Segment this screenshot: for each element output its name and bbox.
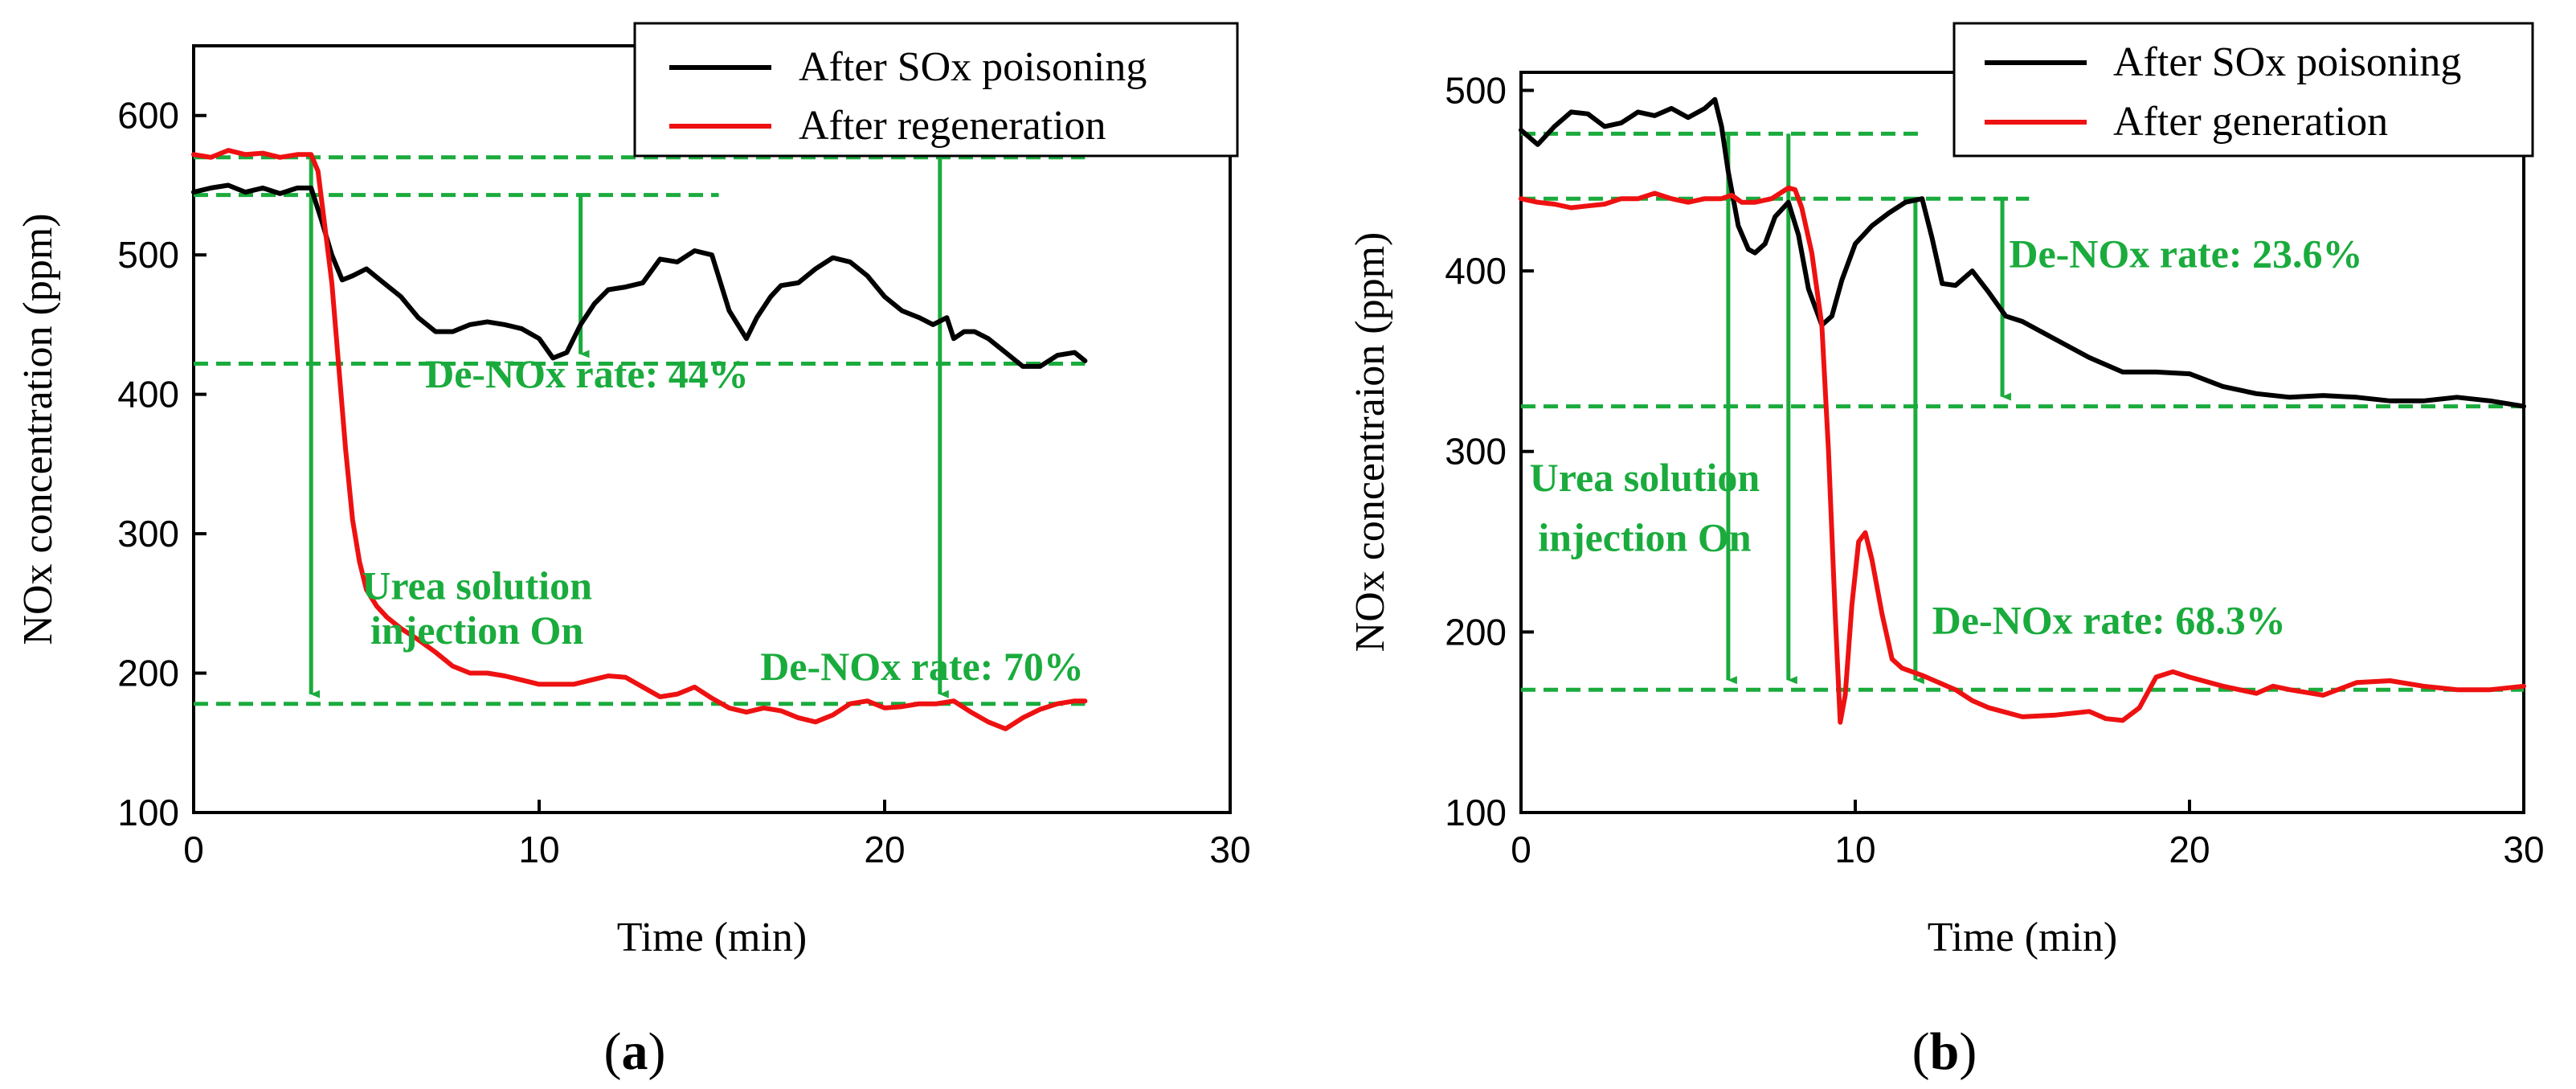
panel-label-a: (a) xyxy=(604,1022,666,1081)
annotation-a-0: De-NOx rate: 44% xyxy=(425,351,749,396)
x-tick-label-b-2: 20 xyxy=(2169,829,2210,870)
y-tick-label-a-4: 500 xyxy=(117,234,179,276)
legend-b-box xyxy=(1952,22,2534,158)
y-tick-label-a-5: 600 xyxy=(117,95,179,137)
legend-b: After SOx poisoning After generation xyxy=(1952,22,2534,158)
panel-b: 0 10 20 30 100 200 300 400 500 De-NOx rate: 23.6… xyxy=(1347,22,2545,1081)
y-tick-label-b-3: 400 xyxy=(1445,250,1507,292)
ticks-a: 0 10 20 30 100 200 300 400 500 600 xyxy=(117,95,1250,870)
panel-label-b-close: ) xyxy=(1959,1022,1977,1081)
legend-a-label-sox: After SOx poisoning xyxy=(799,44,1147,90)
y-tick-label-b-2: 300 xyxy=(1445,431,1507,473)
x-tick-label-a-2: 20 xyxy=(864,829,905,870)
plot-b-border xyxy=(1519,71,2525,814)
y-tick-label-a-1: 200 xyxy=(117,653,179,694)
ticks-b: 0 10 20 30 100 200 300 400 500 xyxy=(1445,69,2544,870)
legend-a-box xyxy=(633,22,1239,158)
y-tick-label-a-2: 300 xyxy=(117,513,179,555)
legend-a: After SOx poisoning After regeneration xyxy=(633,22,1239,158)
x-tick-label-a-3: 30 xyxy=(1209,829,1250,870)
y-tick-label-b-1: 200 xyxy=(1445,611,1507,653)
x-tick-label-b-3: 30 xyxy=(2503,829,2544,870)
panel-label-a-close: ) xyxy=(648,1022,666,1081)
annotations-b: De-NOx rate: 23.6% Urea solution injection… xyxy=(1530,231,2363,643)
annotation-b-0: De-NOx rate: 23.6% xyxy=(2009,231,2362,276)
panel-label-b-letter: b xyxy=(1930,1022,1960,1081)
x-axis-title-b: Time (min) xyxy=(1928,915,2117,960)
x-tick-label-b-0: 0 xyxy=(1511,829,1531,870)
annotation-a-3: De-NOx rate: 70% xyxy=(760,644,1084,689)
annotation-b-1: Urea solution xyxy=(1530,455,1760,500)
panel-label-a-open: ( xyxy=(604,1022,622,1081)
annotation-b-2: injection On xyxy=(1538,514,1751,559)
panel-a: 0 10 20 30 100 200 300 400 500 600 De-NOx rate: 4… xyxy=(15,22,1251,1081)
panel-label-a-letter: a xyxy=(622,1022,648,1081)
y-axis-title-a: NOx concentration (ppm) xyxy=(15,213,61,645)
series-b xyxy=(1519,96,2526,725)
x-tick-label-a-0: 0 xyxy=(183,829,204,870)
legend-a-label-regen: After regeneration xyxy=(799,103,1106,149)
panel-label-b-open: ( xyxy=(1912,1022,1930,1081)
series-a xyxy=(191,148,1088,731)
series-line-a-0 xyxy=(191,182,1088,369)
y-tick-label-b-4: 500 xyxy=(1445,69,1507,111)
x-tick-label-b-1: 10 xyxy=(1834,829,1875,870)
series-line-a-1 xyxy=(191,148,1088,731)
legend-b-label-gen: After generation xyxy=(2113,99,2388,145)
panel-label-b: (b) xyxy=(1912,1022,1977,1081)
plot-b-frame xyxy=(1519,71,2525,814)
annotation-b-3: De-NOx rate: 68.3% xyxy=(1932,598,2286,643)
x-axis-title-a: Time (min) xyxy=(617,915,807,960)
y-tick-label-a-0: 100 xyxy=(117,792,179,833)
y-axis-title-b: NOx concentraion (ppm) xyxy=(1347,232,1393,653)
x-tick-label-a-1: 10 xyxy=(518,829,559,870)
legend-b-label-sox: After SOx poisoning xyxy=(2113,39,2461,85)
annotation-a-2: injection On xyxy=(370,608,583,653)
y-tick-label-b-0: 100 xyxy=(1445,792,1507,833)
annotation-a-1: Urea solution xyxy=(362,563,592,608)
series-line-b-1 xyxy=(1519,185,2526,725)
series-line-b-0 xyxy=(1519,96,2526,409)
y-tick-label-a-3: 400 xyxy=(117,374,179,416)
